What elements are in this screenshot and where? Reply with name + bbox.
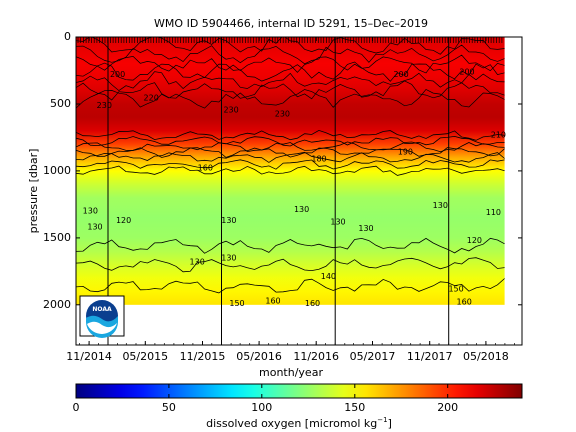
y-tick-label: 0 <box>64 30 71 43</box>
contour-label: 130 <box>433 201 448 210</box>
contour-label: 160 <box>457 298 472 307</box>
contour-label: 210 <box>491 130 506 139</box>
contour-label: 130 <box>190 258 205 267</box>
x-axis: 11/2014 05/2015 11/2015 05/2016 11/2016 05/20… <box>66 37 515 363</box>
contour-line <box>76 159 505 170</box>
y-tick-label: 500 <box>50 97 71 110</box>
contour-label: 230 <box>275 110 290 119</box>
x-tick-label: 05/2016 <box>236 350 282 363</box>
chart-title: WMO ID 5904466, internal ID 5291, 15–Dec… <box>154 17 428 30</box>
contour-label: 140 <box>321 272 336 281</box>
contour-label: 180 <box>311 154 326 163</box>
contour-label: 190 <box>398 148 413 157</box>
contour-label: 160 <box>305 299 320 308</box>
x-tick-label: 05/2017 <box>350 350 396 363</box>
contour-label: 130 <box>330 217 345 226</box>
plot-frame <box>75 36 523 346</box>
x-tick-label: 11/2015 <box>180 350 226 363</box>
contour-label: 200 <box>393 70 408 79</box>
colorbar-label-main: dissolved oxygen [micromol kg <box>206 417 377 430</box>
contour-line <box>76 151 505 163</box>
contour-label: 130 <box>87 223 102 232</box>
contour-label: 160 <box>265 296 280 305</box>
x-axis-label: month/year <box>259 366 323 379</box>
contour-label: 200 <box>110 70 125 79</box>
y-axis: 0 500 1000 1500 2000 <box>43 30 522 311</box>
colorbar-ticks: 0 50 100 150 200 <box>73 384 458 414</box>
profile-markers <box>77 37 503 43</box>
contour-line <box>76 44 505 65</box>
year-marker-lines <box>107 37 450 345</box>
x-tick-label: 11/2017 <box>407 350 453 363</box>
colorbar-label: dissolved oxygen [micromol kg−1] <box>206 416 392 430</box>
y-axis-label: pressure [dbar] <box>27 149 40 234</box>
colorbar-label-exponent: −1 <box>377 416 387 424</box>
contour-lines <box>76 37 505 294</box>
contour-label: 130 <box>294 205 309 214</box>
contour-line <box>76 71 505 92</box>
contour-line <box>76 80 505 101</box>
colorbar-tick-label: 50 <box>162 401 176 414</box>
colorbar: 0 50 100 150 200 dissolved oxygen [micromol … <box>73 383 523 430</box>
noaa-logo: NOAA <box>79 295 125 338</box>
contour-line <box>76 165 505 176</box>
contour-line <box>76 61 505 82</box>
colorbar-scale <box>75 383 523 399</box>
contour-label: 130 <box>221 216 236 225</box>
y-tick-label: 2000 <box>43 298 71 311</box>
contour-line <box>76 37 505 55</box>
x-tick-label: 11/2014 <box>66 350 112 363</box>
contour-line <box>76 135 505 147</box>
noaa-logo-text: NOAA <box>92 306 112 313</box>
contour-line <box>76 237 505 254</box>
contour-label: 200 <box>459 67 474 76</box>
contour-line <box>76 278 505 294</box>
contour-line <box>76 88 505 109</box>
contour-line <box>76 54 505 74</box>
contour-label: 130 <box>358 224 373 233</box>
contour-label: 120 <box>467 236 482 245</box>
colorbar-label-close: ] <box>388 417 392 430</box>
contour-label: 230 <box>223 106 238 115</box>
contour-label: 150 <box>229 299 244 308</box>
y-tick-label: 1500 <box>43 231 71 244</box>
contour-label: 110 <box>486 208 501 217</box>
contour-line <box>76 129 505 141</box>
contour-labels: 200 200 200 230 220 230 230 210 190 180 160 130 130 1… <box>83 67 506 308</box>
contour-label: 230 <box>97 101 112 110</box>
y-tick-label: 1000 <box>43 164 71 177</box>
plot-area: 200 200 200 230 220 230 230 210 190 180 160 130 130 1… <box>76 37 506 345</box>
x-tick-label: 05/2015 <box>122 350 168 363</box>
contour-line <box>76 257 505 273</box>
contour-label: 220 <box>144 93 159 102</box>
contour-label: 160 <box>198 164 213 173</box>
colorbar-tick-label: 100 <box>251 401 272 414</box>
oxygen-field <box>76 37 505 305</box>
x-tick-label: 05/2018 <box>463 350 509 363</box>
colorbar-tick-label: 200 <box>437 401 458 414</box>
contour-label: 130 <box>221 254 236 263</box>
contour-label: 150 <box>448 284 463 293</box>
colorbar-tick-label: 0 <box>73 401 80 414</box>
noaa-logo-icon: NOAA <box>86 300 118 338</box>
contour-line <box>76 141 505 153</box>
contour-label: 130 <box>83 207 98 216</box>
x-tick-label: 11/2016 <box>293 350 339 363</box>
contour-line <box>76 147 505 158</box>
contour-label: 120 <box>116 216 131 225</box>
colorbar-tick-label: 150 <box>344 401 365 414</box>
